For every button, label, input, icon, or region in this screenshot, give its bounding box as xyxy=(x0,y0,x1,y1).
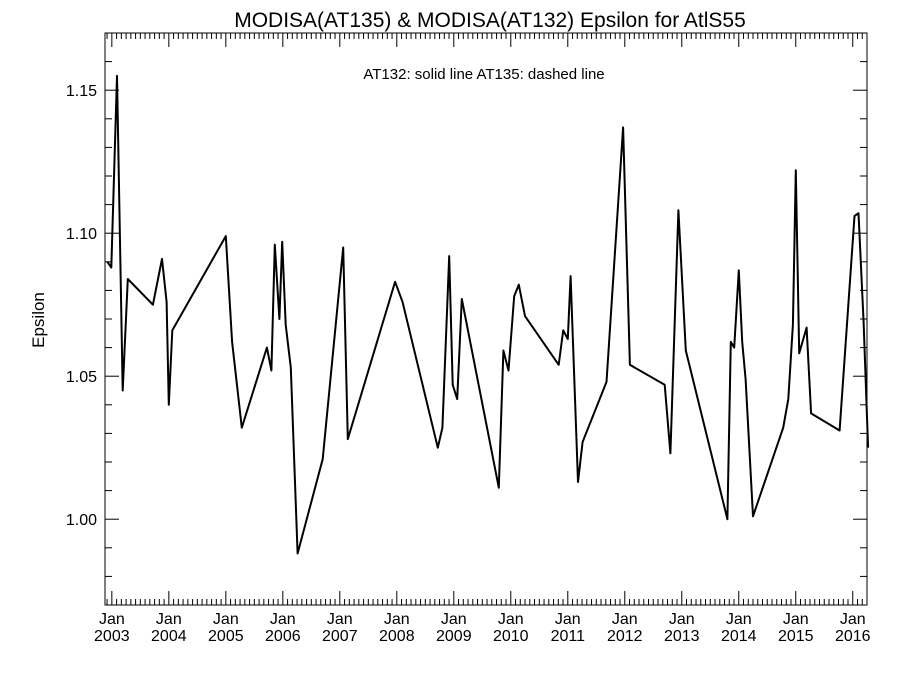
x-tick-year-label: 2016 xyxy=(835,628,871,645)
series-style-annotation: AT132: solid line AT135: dashed line xyxy=(363,66,604,83)
x-tick-month-label: Jan xyxy=(555,611,581,628)
x-tick-year-label: 2014 xyxy=(721,628,757,645)
x-tick-year-label: 2011 xyxy=(551,628,586,645)
x-tick-month-label: Jan xyxy=(441,611,467,628)
x-tick-year-label: 2003 xyxy=(94,628,130,645)
series-line-at132 xyxy=(106,74,870,555)
x-tick-month-label: Jan xyxy=(783,611,809,628)
x-tick-month-label: Jan xyxy=(498,611,524,628)
x-tick-year-label: 2009 xyxy=(436,628,472,645)
x-tick-month-label: Jan xyxy=(612,611,638,628)
x-tick-year-label: 2005 xyxy=(208,628,244,645)
y-tick-label: 1.00 xyxy=(66,512,97,529)
x-tick-year-label: 2013 xyxy=(664,628,700,645)
x-tick-year-label: 2015 xyxy=(778,628,814,645)
y-axis-label: Epsilon xyxy=(29,292,48,348)
x-tick-month-label: Jan xyxy=(213,611,239,628)
x-tick-month-label: Jan xyxy=(384,611,410,628)
y-tick-label: 1.15 xyxy=(66,83,97,100)
x-tick-year-label: 2006 xyxy=(265,628,301,645)
x-axis-ticks: Jan2003Jan2004Jan2005Jan2006Jan2007Jan20… xyxy=(94,33,871,645)
y-tick-label: 1.05 xyxy=(66,369,97,386)
x-tick-month-label: Jan xyxy=(156,611,182,628)
chart-title: MODISA(AT135) & MODISA(AT132) Epsilon fo… xyxy=(234,9,746,32)
y-tick-label: 1.10 xyxy=(66,226,97,243)
x-tick-month-label: Jan xyxy=(99,611,125,628)
x-tick-month-label: Jan xyxy=(270,611,296,628)
x-tick-month-label: Jan xyxy=(327,611,353,628)
y-axis-ticks: 1.00 1.05 1.10 1.15 xyxy=(66,32,867,606)
x-tick-year-label: 2004 xyxy=(151,628,187,645)
plot-frame xyxy=(104,32,868,606)
x-tick-month-label: Jan xyxy=(669,611,695,628)
x-tick-year-label: 2010 xyxy=(493,628,529,645)
series-layer xyxy=(106,74,870,555)
x-tick-year-label: 2007 xyxy=(322,628,358,645)
x-tick-year-label: 2012 xyxy=(607,628,643,645)
x-tick-year-label: 2008 xyxy=(379,628,415,645)
x-tick-month-label: Jan xyxy=(840,611,866,628)
x-tick-month-label: Jan xyxy=(726,611,752,628)
